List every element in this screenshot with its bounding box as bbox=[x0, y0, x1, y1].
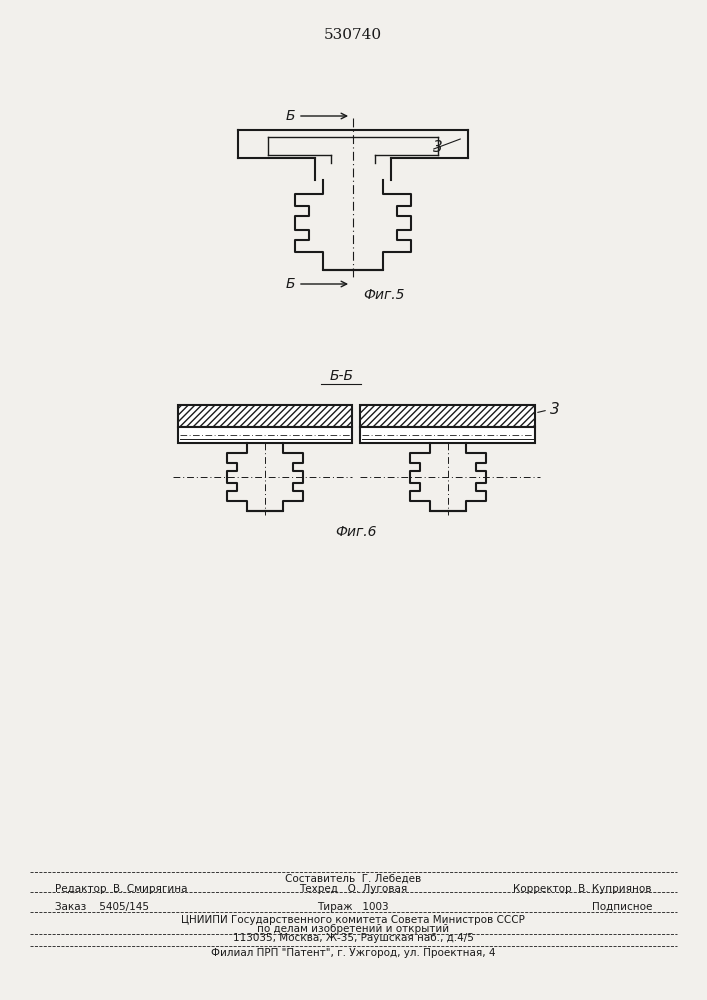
Bar bbox=[361, 405, 535, 427]
Bar bbox=[178, 405, 353, 427]
Text: Тираж   1003: Тираж 1003 bbox=[317, 902, 389, 912]
Text: Корректор  В. Куприянов: Корректор В. Куприянов bbox=[513, 884, 652, 894]
Text: 113035, Москва, Ж-35, Раушская наб., д.4/5: 113035, Москва, Ж-35, Раушская наб., д.4… bbox=[233, 933, 474, 943]
Text: Филиал ПРП "Патент", г. Ужгород, ул. Проектная, 4: Филиал ПРП "Патент", г. Ужгород, ул. Про… bbox=[211, 948, 495, 958]
Bar bbox=[361, 405, 535, 427]
Bar bbox=[178, 405, 353, 427]
Text: 530740: 530740 bbox=[324, 28, 382, 42]
Text: Редактор  В. Смирягина: Редактор В. Смирягина bbox=[55, 884, 187, 894]
Text: Б: Б bbox=[286, 277, 295, 291]
Text: по делам изобретений и открытий: по делам изобретений и открытий bbox=[257, 924, 449, 934]
Text: Фиг.6: Фиг.6 bbox=[336, 525, 378, 539]
Text: Составитель  Г. Лебедев: Составитель Г. Лебедев bbox=[285, 874, 421, 884]
Text: Б: Б bbox=[286, 109, 295, 123]
Bar bbox=[361, 427, 535, 443]
Text: 3: 3 bbox=[433, 140, 443, 155]
Text: Техред   О. Луговая: Техред О. Луговая bbox=[299, 884, 407, 894]
Text: Б-Б: Б-Б bbox=[329, 369, 354, 383]
Text: Фиг.5: Фиг.5 bbox=[363, 288, 404, 302]
Text: ЦНИИПИ Государственного комитета Совета Министров СССР: ЦНИИПИ Государственного комитета Совета … bbox=[181, 915, 525, 925]
Text: Заказ    5405/145: Заказ 5405/145 bbox=[55, 902, 149, 912]
Bar bbox=[178, 427, 353, 443]
Text: Подписное: Подписное bbox=[592, 902, 652, 912]
Text: 3: 3 bbox=[550, 402, 560, 418]
